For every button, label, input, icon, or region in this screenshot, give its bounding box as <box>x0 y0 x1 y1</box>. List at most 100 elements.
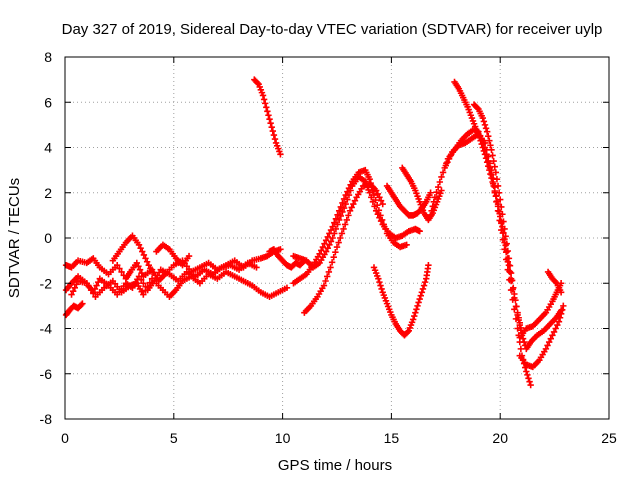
data-point <box>374 201 381 209</box>
data-point <box>263 104 270 111</box>
series-arc18 <box>470 101 526 337</box>
data-point <box>520 338 528 346</box>
data-point <box>492 192 500 200</box>
data-point <box>327 264 334 271</box>
data-point <box>324 273 331 280</box>
data-point <box>430 198 438 205</box>
data-point <box>271 135 279 143</box>
data-point <box>375 275 382 282</box>
data-point <box>341 221 349 228</box>
data-point <box>337 212 345 220</box>
data-point <box>411 312 418 320</box>
grid-lines <box>65 57 609 419</box>
data-point <box>525 375 532 382</box>
data-point <box>376 278 383 286</box>
data-point <box>342 200 349 208</box>
data-point <box>277 151 284 158</box>
data-point <box>417 292 424 299</box>
data-point <box>185 252 193 260</box>
data-point <box>335 239 342 246</box>
data-point <box>550 328 558 336</box>
data-point <box>329 234 336 242</box>
data-point <box>506 262 514 269</box>
data-point <box>137 276 145 284</box>
data-point <box>377 282 384 289</box>
data-point <box>413 306 420 313</box>
data-point <box>420 282 428 289</box>
data-point <box>266 116 273 123</box>
y-axis-label: SDTVAR / TECUs <box>6 178 23 298</box>
data-point <box>330 254 337 261</box>
data-point <box>403 241 410 248</box>
data-point <box>544 342 551 349</box>
data-point <box>79 300 86 307</box>
data-point <box>321 240 328 247</box>
data-point <box>438 173 445 181</box>
data-point <box>268 123 275 131</box>
data-point <box>504 247 512 255</box>
data-point <box>114 261 121 269</box>
data-point <box>264 108 271 115</box>
data-point <box>343 216 350 224</box>
data-point <box>431 194 439 201</box>
data-point <box>118 268 125 276</box>
data-point <box>415 299 422 306</box>
data-point <box>344 188 351 195</box>
data-point <box>499 211 506 218</box>
y-tick-labels: -8 -6 -4 -2 0 2 4 6 8 <box>40 49 53 427</box>
data-point <box>414 302 421 310</box>
data-point <box>447 152 454 159</box>
data-point <box>340 195 348 203</box>
data-point <box>87 286 95 294</box>
x-tick-label: 15 <box>384 430 400 446</box>
data-point <box>136 266 144 273</box>
data-point <box>500 218 507 225</box>
data-point <box>505 255 513 262</box>
data-point <box>147 265 154 272</box>
series-arc10 <box>290 166 410 287</box>
data-point <box>337 234 344 242</box>
data-point <box>498 203 505 211</box>
data-point <box>319 243 327 251</box>
data-point <box>331 219 338 226</box>
data-point <box>500 229 507 237</box>
data-point <box>372 187 380 194</box>
series-arc17 <box>451 78 515 282</box>
data-point <box>345 185 353 192</box>
data-point <box>379 200 386 208</box>
data-point <box>545 338 553 346</box>
data-point <box>350 200 357 208</box>
data-point <box>340 225 347 233</box>
data-point <box>510 284 517 291</box>
y-tick-label: -6 <box>40 366 53 382</box>
data-point <box>378 216 386 224</box>
data-point <box>436 178 444 186</box>
series-arc3 <box>68 268 291 301</box>
x-tick-labels: 0 5 10 15 20 25 <box>61 430 617 446</box>
data-point <box>512 297 519 304</box>
series-arc5 <box>109 232 156 276</box>
series-arc7 <box>251 76 284 158</box>
data-point <box>133 259 141 267</box>
x-tick-label: 0 <box>61 430 69 446</box>
data-point <box>283 284 291 291</box>
data-point <box>503 240 510 247</box>
data-point <box>339 199 346 207</box>
data-point <box>139 248 146 255</box>
data-point <box>335 216 343 224</box>
data-point <box>83 280 90 287</box>
data-point <box>511 290 518 298</box>
data-point <box>348 204 355 211</box>
data-point <box>491 187 498 195</box>
data-point <box>261 100 269 107</box>
data-point <box>416 295 423 303</box>
data-point <box>495 189 503 196</box>
data-point <box>340 204 348 212</box>
data-point <box>332 248 339 256</box>
data-point <box>260 96 268 103</box>
data-point <box>481 151 489 158</box>
data-point <box>90 290 97 297</box>
data-point <box>338 230 346 237</box>
data-point <box>335 207 343 215</box>
data-point <box>508 277 516 284</box>
